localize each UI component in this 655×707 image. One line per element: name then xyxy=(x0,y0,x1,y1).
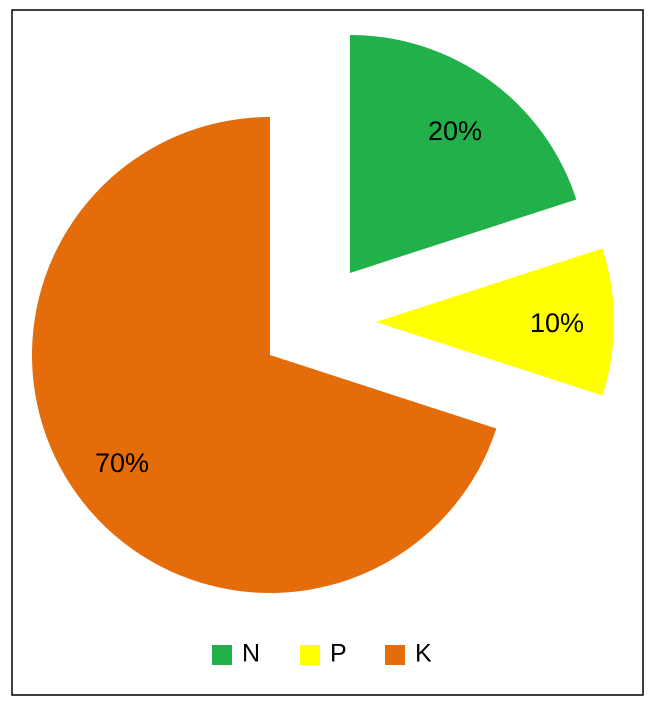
data-label: 70% xyxy=(95,448,149,478)
legend-label: K xyxy=(415,640,432,668)
legend-swatch xyxy=(385,645,405,665)
data-label: 20% xyxy=(428,116,482,146)
legend-label: N xyxy=(242,640,260,668)
legend-swatch xyxy=(300,645,320,665)
pie-slice xyxy=(376,248,614,396)
pie-slice xyxy=(350,35,577,273)
legend-label: P xyxy=(330,640,347,668)
pie-slice xyxy=(31,117,497,593)
data-label: 10% xyxy=(530,308,584,338)
legend-swatch xyxy=(212,645,232,665)
